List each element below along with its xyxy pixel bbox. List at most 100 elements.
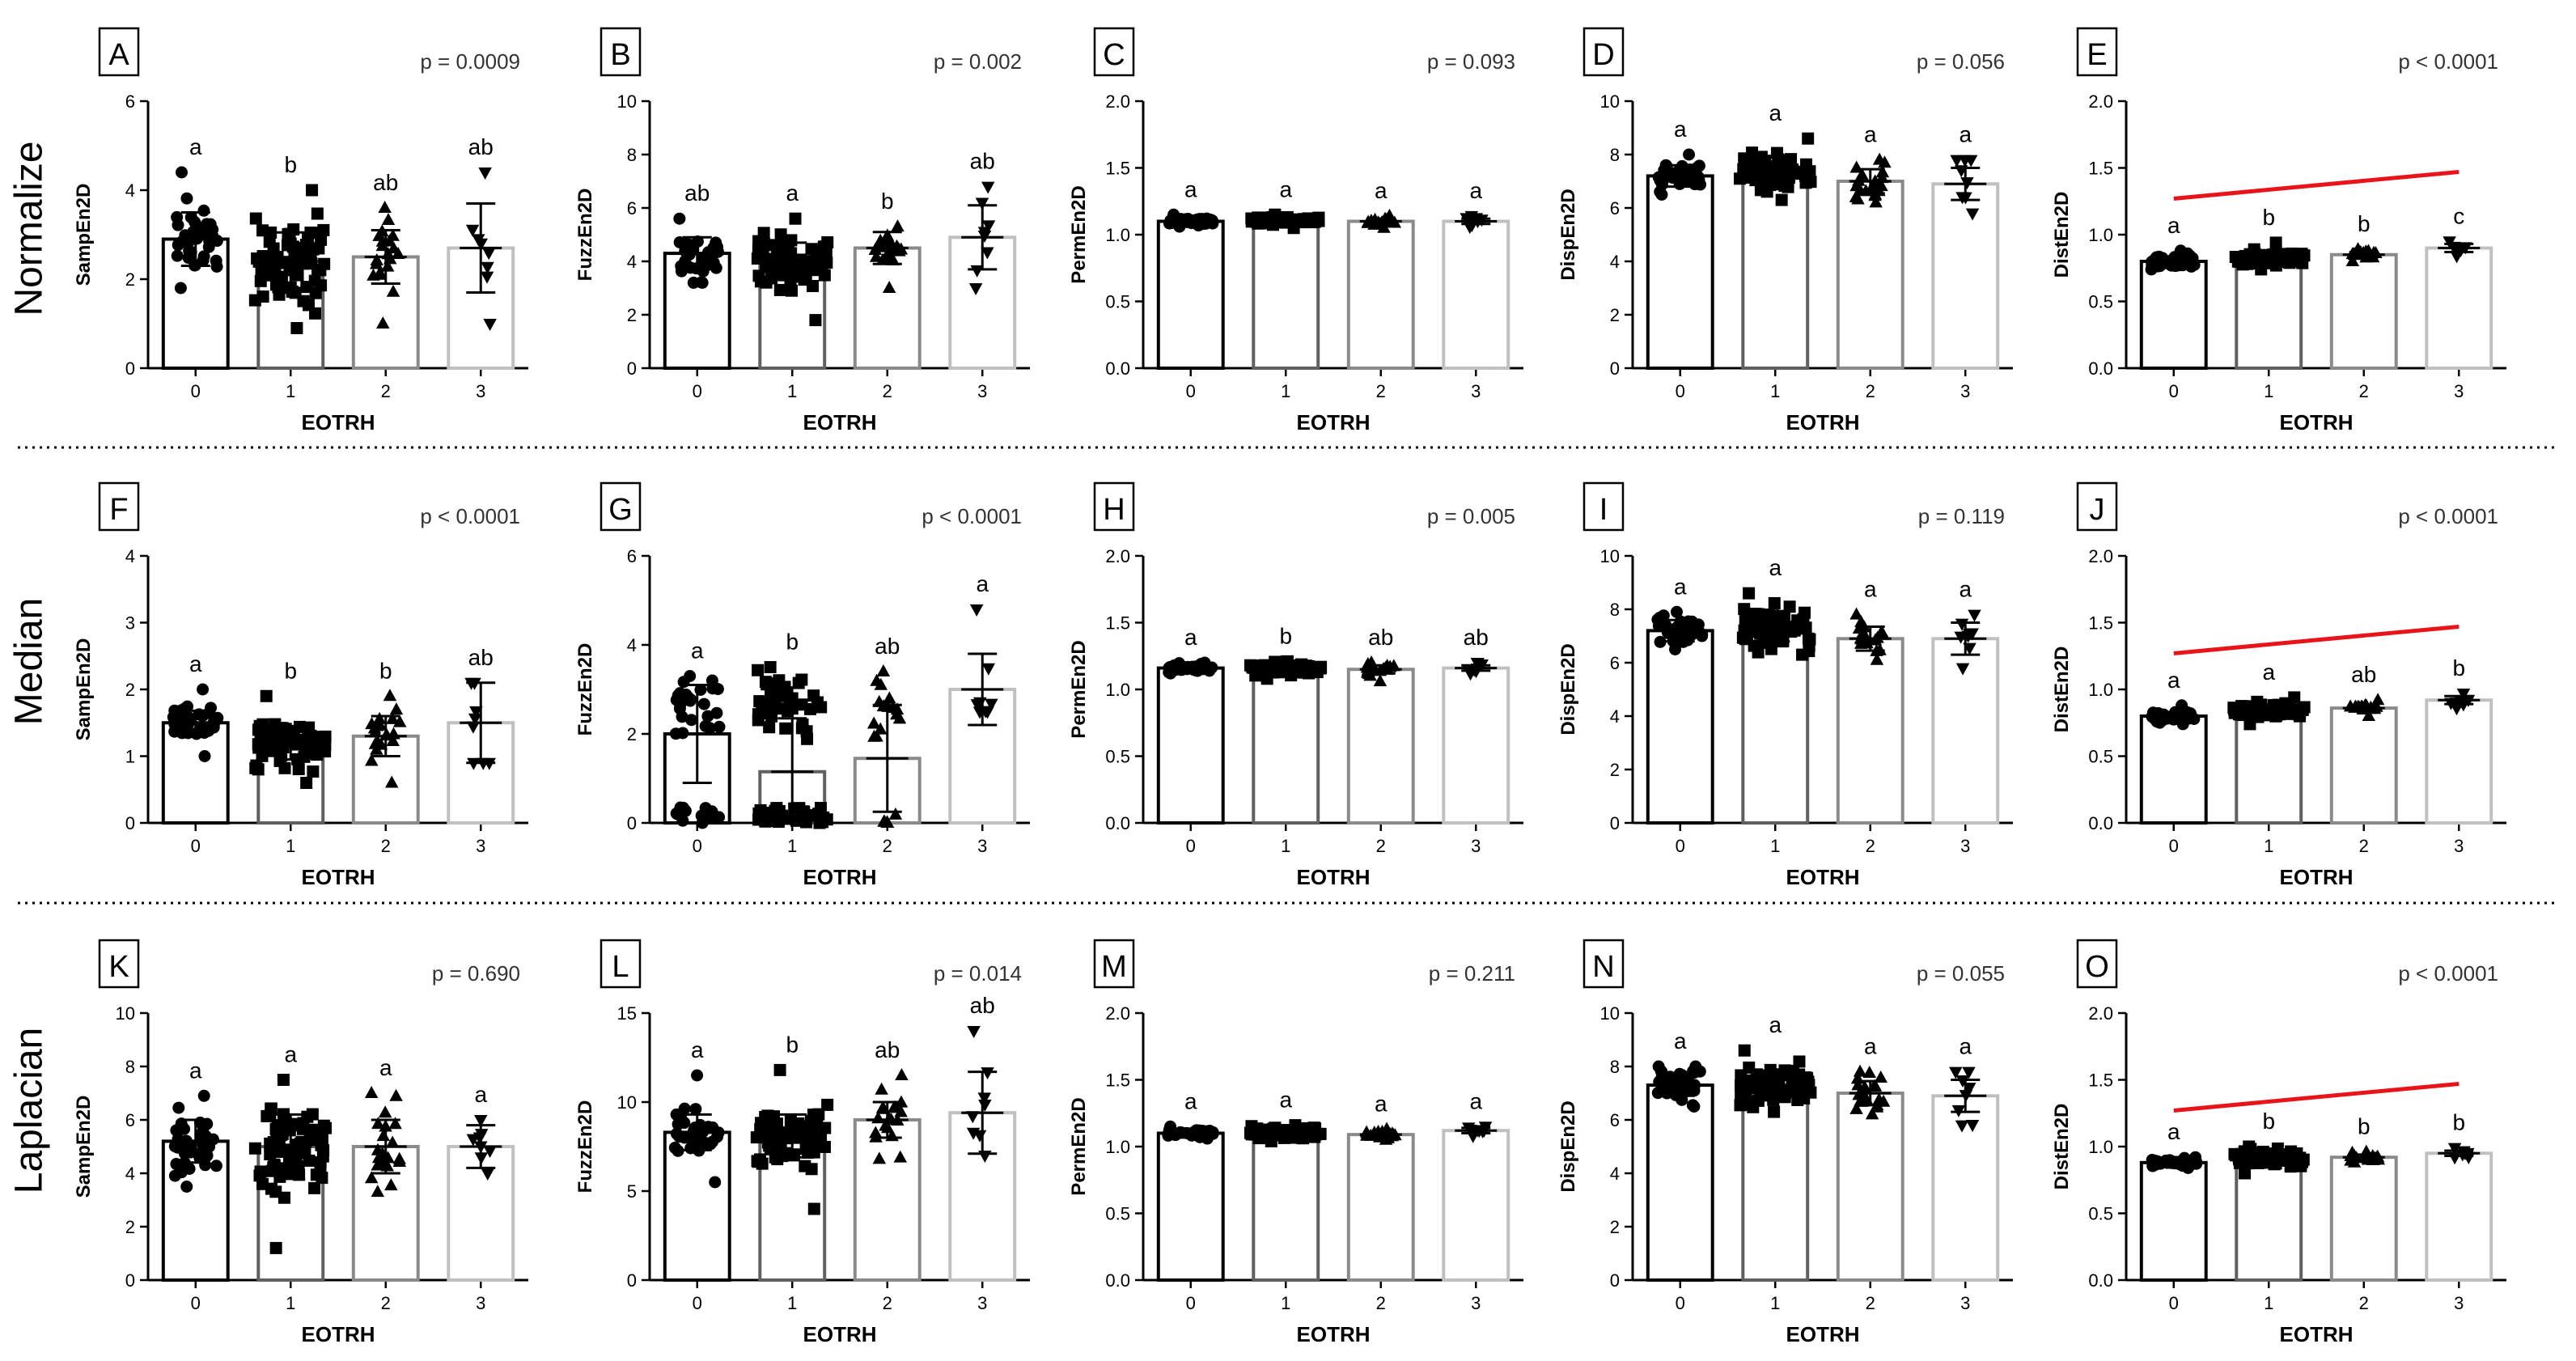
data-point bbox=[478, 167, 492, 180]
data-point bbox=[1254, 214, 1267, 227]
data-point bbox=[2447, 1143, 2462, 1155]
y-axis-label: SampEn2D bbox=[73, 638, 95, 741]
y-tick-label: 0 bbox=[627, 813, 637, 833]
bar bbox=[853, 246, 922, 370]
data-point bbox=[1248, 659, 1261, 672]
x-tick-label: 3 bbox=[2454, 1293, 2464, 1313]
bar bbox=[2139, 260, 2208, 370]
y-tick-label: 1 bbox=[125, 747, 135, 767]
data-point bbox=[895, 1068, 909, 1080]
y-axis-label: DistEn2D bbox=[2051, 192, 2073, 278]
p-value: p = 0.056 bbox=[1917, 49, 2005, 74]
data-point bbox=[762, 810, 775, 823]
data-point bbox=[886, 252, 900, 265]
data-point bbox=[888, 1100, 902, 1113]
y-tick-label: 0.5 bbox=[1105, 747, 1130, 767]
bar bbox=[2425, 1151, 2493, 1282]
data-point bbox=[713, 811, 726, 824]
p-value: p = 0.690 bbox=[432, 961, 520, 986]
panel-letter-box bbox=[1093, 481, 1135, 532]
y-axis-label: DispEn2D bbox=[1557, 1100, 1579, 1192]
data-point bbox=[380, 1159, 394, 1172]
x-tick-label: 3 bbox=[1960, 381, 1970, 401]
data-point bbox=[814, 802, 827, 815]
x-axis-label: EOTRH bbox=[1297, 865, 1371, 889]
panel-letter: L bbox=[612, 950, 629, 984]
data-point bbox=[198, 727, 211, 740]
data-point bbox=[197, 1089, 210, 1102]
x-tick-label: 1 bbox=[1770, 381, 1780, 401]
y-tick-label: 0 bbox=[125, 358, 135, 379]
data-point bbox=[1764, 1063, 1777, 1076]
y-tick-label: 8 bbox=[1610, 600, 1620, 620]
y-tick-label: 2 bbox=[125, 269, 135, 290]
data-point bbox=[800, 725, 813, 738]
data-point bbox=[197, 204, 210, 217]
data-point bbox=[1314, 661, 1327, 674]
data-point bbox=[180, 1181, 193, 1193]
y-tick-label: 4 bbox=[125, 180, 135, 201]
y-tick-label: 0.5 bbox=[2088, 292, 2113, 312]
data-point bbox=[256, 718, 269, 731]
data-point bbox=[384, 1178, 398, 1191]
data-point bbox=[756, 246, 769, 259]
p-value: p < 0.0001 bbox=[2398, 49, 2498, 74]
y-tick-label: 10 bbox=[1600, 1003, 1620, 1024]
y-tick-label: 15 bbox=[617, 1003, 637, 1024]
data-point bbox=[258, 265, 271, 278]
bar bbox=[1836, 1092, 1904, 1282]
significance-letter: a bbox=[1375, 178, 1388, 203]
data-point bbox=[697, 252, 710, 265]
x-tick-label: 0 bbox=[2169, 836, 2179, 856]
data-point bbox=[465, 224, 480, 237]
y-tick-label: 8 bbox=[627, 145, 637, 165]
significance-letter: a bbox=[1864, 577, 1877, 602]
data-point bbox=[779, 722, 792, 735]
panel-letter: E bbox=[2087, 38, 2107, 72]
significance-letter: b bbox=[2358, 1114, 2371, 1139]
data-point bbox=[2235, 1147, 2248, 1160]
data-point bbox=[253, 1169, 266, 1182]
bar bbox=[1741, 172, 1810, 370]
x-tick-label: 0 bbox=[1676, 381, 1685, 401]
data-point bbox=[273, 1170, 286, 1183]
y-tick-label: 0.0 bbox=[1105, 1270, 1130, 1291]
data-point bbox=[2170, 708, 2183, 721]
significance-letter: a bbox=[1469, 1088, 1482, 1113]
y-tick-label: 2.0 bbox=[1105, 1003, 1130, 1024]
data-point bbox=[1962, 1066, 1976, 1079]
data-point bbox=[2239, 1167, 2252, 1180]
data-point bbox=[892, 244, 906, 257]
significance-letter: b bbox=[1279, 623, 1292, 648]
data-point bbox=[759, 1110, 772, 1123]
significance-letter: a bbox=[189, 134, 202, 159]
y-tick-label: 6 bbox=[627, 198, 637, 218]
y-tick-label: 0 bbox=[125, 1270, 135, 1291]
p-value: p = 0.0009 bbox=[420, 49, 520, 74]
data-point bbox=[180, 192, 193, 205]
significance-letter: ab bbox=[468, 645, 494, 670]
data-point bbox=[2242, 1157, 2255, 1170]
bar bbox=[853, 1118, 922, 1282]
x-axis-label: EOTRH bbox=[1297, 1322, 1371, 1346]
data-point bbox=[1958, 155, 1972, 167]
data-point bbox=[167, 710, 180, 723]
data-point bbox=[773, 283, 786, 296]
significance-letter: b bbox=[2262, 205, 2275, 230]
data-point bbox=[710, 1130, 723, 1143]
data-point bbox=[809, 314, 822, 327]
data-point bbox=[260, 689, 273, 702]
y-tick-label: 1.5 bbox=[1105, 1071, 1130, 1091]
data-point bbox=[1793, 1055, 1806, 1068]
y-tick-label: 1.0 bbox=[2088, 225, 2113, 245]
significance-letter: a bbox=[1279, 1088, 1292, 1113]
panel-letter-box bbox=[1582, 481, 1625, 532]
data-point bbox=[1768, 1105, 1781, 1118]
x-tick-label: 2 bbox=[883, 381, 892, 401]
significance-letter: a bbox=[1279, 176, 1292, 201]
x-tick-label: 0 bbox=[693, 1293, 702, 1313]
panel-letter-box bbox=[600, 939, 642, 989]
